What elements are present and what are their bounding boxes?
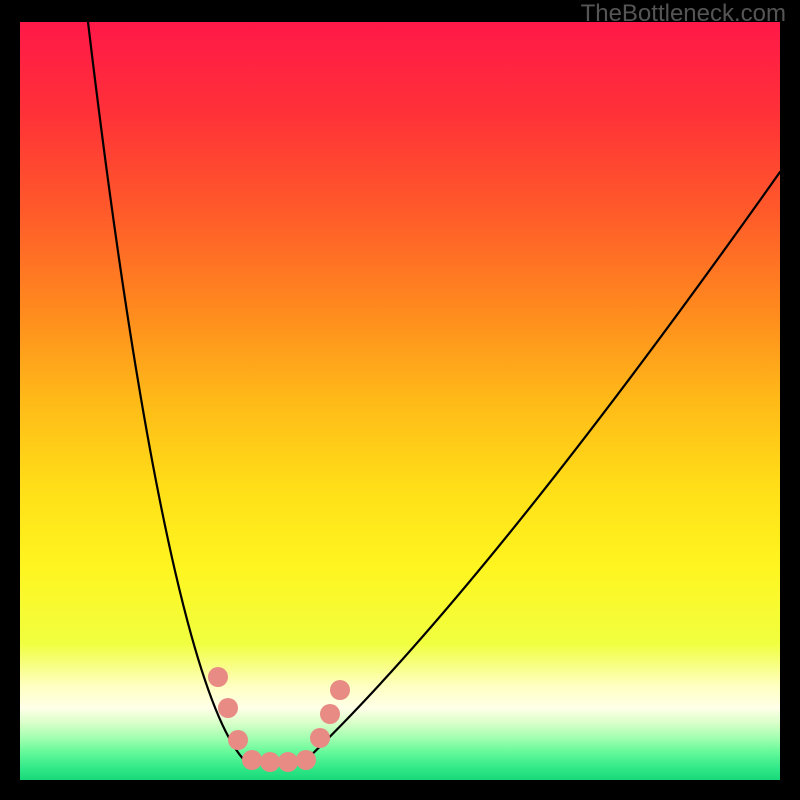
- data-marker: [208, 667, 228, 687]
- data-marker: [260, 752, 280, 772]
- data-marker: [228, 730, 248, 750]
- data-marker: [278, 752, 298, 772]
- data-marker: [242, 750, 262, 770]
- data-marker: [330, 680, 350, 700]
- watermark-text: TheBottleneck.com: [581, 0, 786, 28]
- heatmap-background: [20, 22, 780, 780]
- data-marker: [296, 750, 316, 770]
- data-marker: [320, 704, 340, 724]
- data-marker: [310, 728, 330, 748]
- data-marker: [218, 698, 238, 718]
- bottleneck-chart: [20, 22, 780, 780]
